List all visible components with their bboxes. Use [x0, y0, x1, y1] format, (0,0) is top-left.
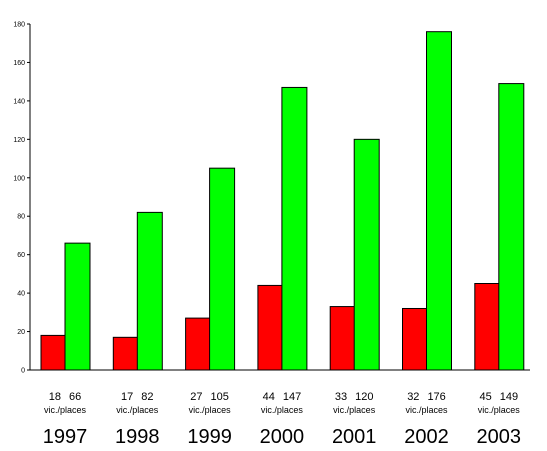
value-pair-label: 45 149	[479, 391, 518, 403]
year-label: 1998	[115, 426, 160, 446]
value-label-green: 105	[211, 391, 229, 403]
value-label-green: 147	[283, 391, 301, 403]
value-pair-label: 32 176	[407, 391, 446, 403]
value-pair-label: 27 105	[190, 391, 229, 403]
value-label-red: 33	[335, 391, 347, 403]
value-label-red: 27	[190, 391, 202, 403]
bar-2002-series-1	[402, 307, 428, 371]
unit-label: vic./places	[333, 405, 376, 415]
bar-2003-series-2	[498, 83, 525, 371]
y-tick-label: 40	[17, 291, 25, 298]
unit-label: vic./places	[44, 405, 87, 415]
year-label: 2000	[260, 426, 305, 446]
bar-1998-series-1	[112, 336, 139, 371]
bar-1999-series-1	[185, 317, 212, 371]
bar-2000-series-1	[257, 284, 284, 371]
bar-1999-series-2	[209, 167, 236, 371]
unit-label: vic./places	[478, 405, 521, 415]
value-label-red: 45	[479, 391, 491, 403]
year-label: 1997	[43, 426, 88, 446]
unit-label: vic./places	[116, 405, 159, 415]
value-label-green: 176	[427, 391, 445, 403]
value-label-red: 32	[407, 391, 419, 403]
bar-2001-series-1	[329, 306, 356, 371]
y-tick-label: 120	[13, 137, 25, 144]
year-label: 2002	[404, 426, 449, 446]
bar-2002-series-2	[426, 31, 452, 371]
y-tick-label: 140	[13, 98, 25, 105]
value-pair-label: 33 120	[335, 391, 374, 403]
y-tick-label: 180	[13, 22, 25, 29]
bar-2001-series-2	[353, 138, 380, 371]
y-tick-label: 80	[17, 214, 25, 221]
value-label-red: 18	[49, 391, 61, 403]
unit-label: vic./places	[189, 405, 232, 415]
unit-label: vic./places	[261, 405, 304, 415]
bar-1997-series-1	[40, 334, 67, 371]
year-label: 1999	[187, 426, 232, 446]
year-label: 2003	[477, 426, 522, 446]
value-pair-label: 18 66	[49, 391, 82, 403]
value-pair-label: 44 147	[263, 391, 302, 403]
bars	[40, 31, 525, 371]
year-label: 2001	[332, 426, 377, 446]
y-tick-label: 60	[17, 252, 25, 259]
y-tick-label: 160	[13, 60, 25, 67]
value-label-green: 66	[69, 391, 81, 403]
unit-label: vic./places	[405, 405, 448, 415]
bar-1997-series-2	[64, 242, 91, 371]
y-tick-label: 20	[17, 329, 25, 336]
value-label-green: 120	[355, 391, 373, 403]
y-tick-label: 0	[21, 368, 25, 375]
bar-2003-series-1	[474, 283, 501, 371]
value-label-green: 82	[141, 391, 153, 403]
bar-2000-series-2	[281, 86, 308, 371]
y-tick-label: 100	[13, 175, 25, 182]
value-label-red: 44	[263, 391, 275, 403]
value-label-red: 17	[121, 391, 133, 403]
value-pair-label: 17 82	[121, 391, 154, 403]
bar-1998-series-2	[136, 211, 163, 371]
value-label-green: 149	[500, 391, 518, 403]
